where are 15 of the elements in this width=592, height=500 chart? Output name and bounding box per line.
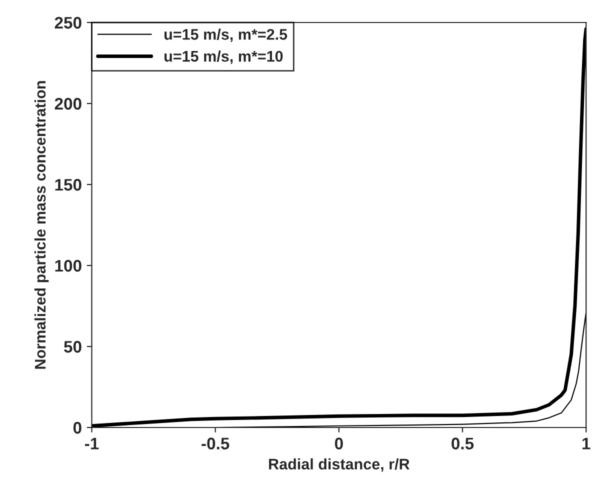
legend-label: u=15 m/s, m*=2.5 — [164, 28, 288, 42]
x-tick-label: -1 — [85, 438, 99, 450]
y-tick-label: 150 — [55, 178, 82, 191]
y-tick-label: 250 — [54, 16, 82, 29]
y-axis-title: Normalized particle mass concentration — [34, 81, 49, 369]
x-tick-label: 0 — [334, 438, 343, 450]
y-tick-label: 100 — [55, 260, 82, 272]
x-axis-title: Radial distance, r/R — [269, 458, 410, 472]
y-tick-label: 50 — [64, 340, 82, 353]
legend-label: u=15 m/s, m*=10 — [164, 50, 283, 64]
x-tick-label: 0.5 — [452, 438, 474, 450]
x-tick-label: 1 — [582, 438, 590, 450]
y-tick-label: 0 — [73, 422, 82, 434]
y-tick-label: 200 — [54, 98, 82, 110]
x-tick-label: -0.5 — [202, 438, 230, 450]
